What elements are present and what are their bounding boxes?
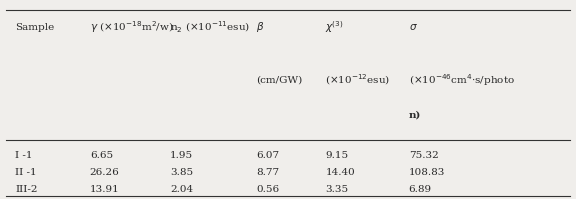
Text: 9.15: 9.15 (325, 151, 348, 160)
Text: 26.26: 26.26 (90, 168, 119, 177)
Text: 13.91: 13.91 (90, 185, 119, 194)
Text: $\sigma$: $\sigma$ (408, 22, 418, 32)
Text: $\gamma$ ($\times$10$^{-18}$m$^{2}$/w): $\gamma$ ($\times$10$^{-18}$m$^{2}$/w) (90, 20, 173, 35)
Text: I -1: I -1 (15, 151, 33, 160)
Text: 3.85: 3.85 (170, 168, 194, 177)
Text: n$_{2}$ ($\times$10$^{-11}$esu): n$_{2}$ ($\times$10$^{-11}$esu) (170, 20, 251, 35)
Text: 0.56: 0.56 (256, 185, 279, 194)
Text: 8.77: 8.77 (256, 168, 279, 177)
Text: n): n) (408, 111, 421, 120)
Text: 1.95: 1.95 (170, 151, 194, 160)
Text: $\chi$$^{(3)}$: $\chi$$^{(3)}$ (325, 20, 344, 35)
Text: (cm/GW): (cm/GW) (256, 75, 302, 84)
Text: $\beta$: $\beta$ (256, 20, 265, 34)
Text: 6.89: 6.89 (408, 185, 432, 194)
Text: 14.40: 14.40 (325, 168, 355, 177)
Text: 6.07: 6.07 (256, 151, 279, 160)
Text: II -1: II -1 (15, 168, 37, 177)
Text: 108.83: 108.83 (408, 168, 445, 177)
Text: III-2: III-2 (15, 185, 37, 194)
Text: Sample: Sample (15, 23, 54, 32)
Text: 6.65: 6.65 (90, 151, 113, 160)
Text: 75.32: 75.32 (408, 151, 438, 160)
Text: ($\times$10$^{-12}$esu): ($\times$10$^{-12}$esu) (325, 72, 391, 87)
Text: 3.35: 3.35 (325, 185, 348, 194)
Text: ($\times$10$^{-46}$cm$^{4}$$\cdot$s/photo: ($\times$10$^{-46}$cm$^{4}$$\cdot$s/phot… (408, 72, 514, 88)
Text: 2.04: 2.04 (170, 185, 194, 194)
